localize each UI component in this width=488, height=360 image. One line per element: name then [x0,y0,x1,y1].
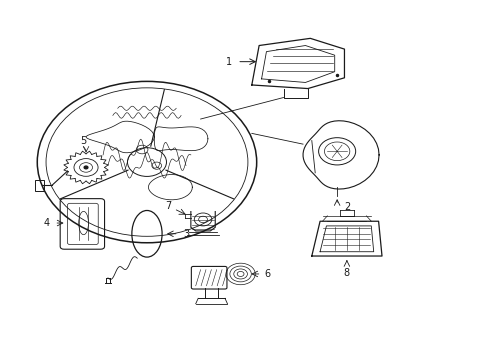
Text: 4: 4 [43,218,49,228]
Text: 8: 8 [343,268,349,278]
Circle shape [84,166,88,169]
Text: 5: 5 [81,136,86,146]
Text: 1: 1 [226,57,232,67]
Text: 6: 6 [264,269,269,279]
Bar [35,180,43,191]
Text: 2: 2 [344,202,350,212]
Text: 7: 7 [165,201,171,211]
Text: 3: 3 [183,229,189,239]
